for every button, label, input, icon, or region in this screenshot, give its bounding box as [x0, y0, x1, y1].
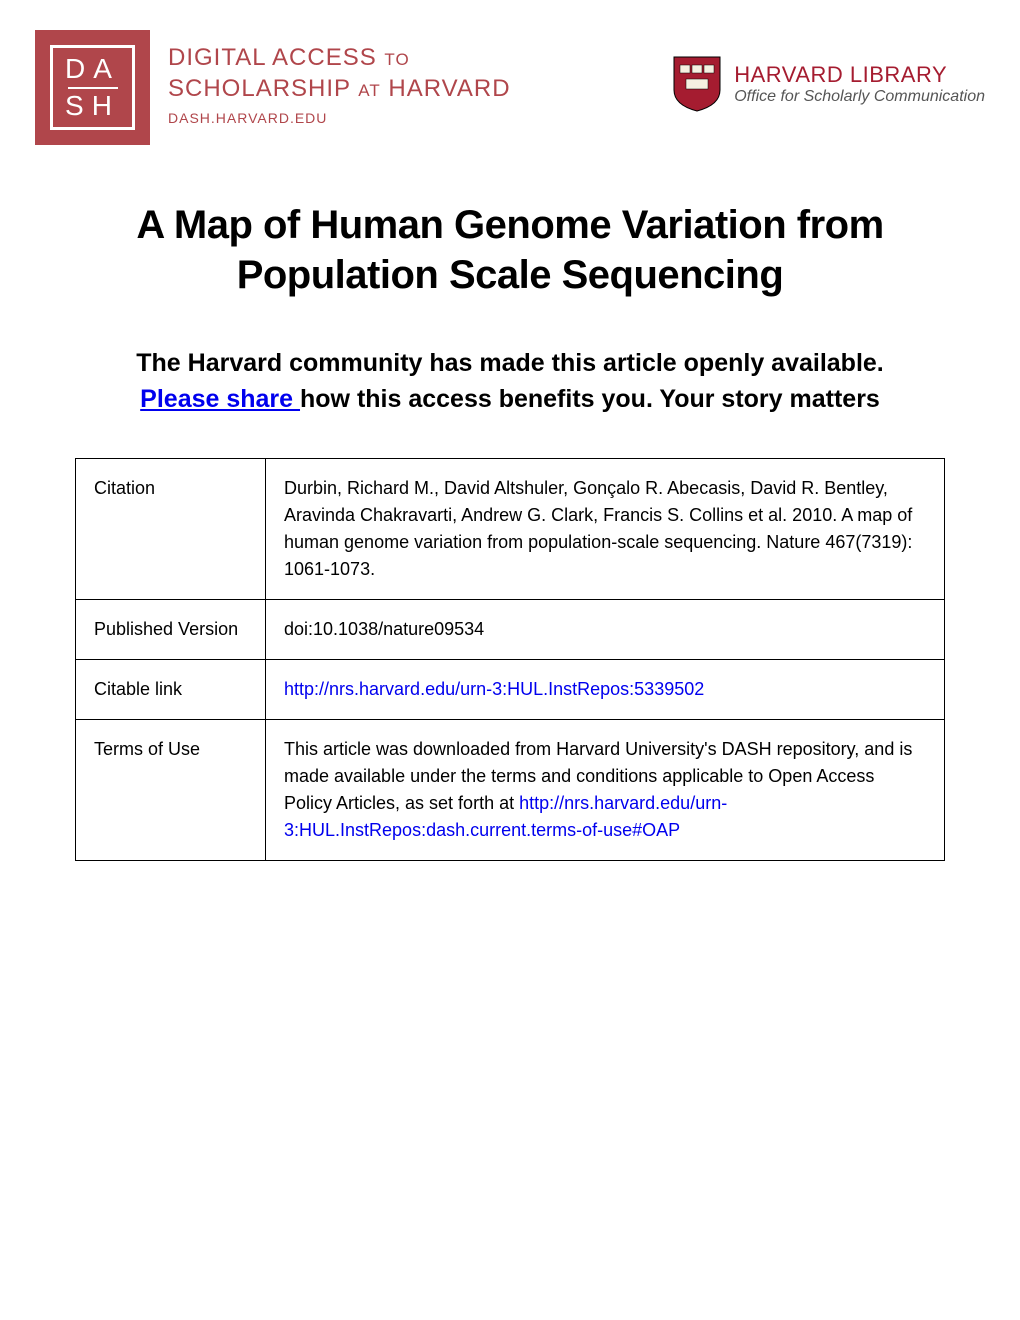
harvard-branding: HARVARD LIBRARY Office for Scholarly Com… — [672, 30, 985, 113]
dash-branding: DA SH DIGITAL ACCESS TO SCHOLARSHIP AT H… — [35, 30, 511, 145]
harvard-shield-icon — [672, 55, 722, 113]
dash-text-block: DIGITAL ACCESS TO SCHOLARSHIP AT HARVARD… — [168, 30, 511, 126]
dash-title-line2: SCHOLARSHIP AT HARVARD — [168, 73, 511, 104]
article-title: A Map of Human Genome Variation from Pop… — [35, 200, 985, 300]
terms-of-use-value: This article was downloaded from Harvard… — [266, 719, 945, 860]
table-row: Citable link http://nrs.harvard.edu/urn-… — [76, 659, 945, 719]
harvard-library-label: HARVARD LIBRARY — [734, 62, 985, 88]
harvard-text-block: HARVARD LIBRARY Office for Scholarly Com… — [734, 62, 985, 106]
table-row: Terms of Use This article was downloaded… — [76, 719, 945, 860]
availability-statement: The Harvard community has made this arti… — [35, 345, 985, 418]
dash-title-line1: DIGITAL ACCESS TO — [168, 42, 511, 73]
dash-logo-top: DA — [65, 54, 120, 85]
dash-logo-divider — [68, 87, 118, 89]
table-row: Citation Durbin, Richard M., David Altsh… — [76, 458, 945, 599]
published-version-label: Published Version — [76, 599, 266, 659]
citable-link-value: http://nrs.harvard.edu/urn-3:HUL.InstRep… — [266, 659, 945, 719]
dash-url: DASH.HARVARD.EDU — [168, 110, 511, 126]
table-row: Published Version doi:10.1038/nature0953… — [76, 599, 945, 659]
dash-logo: DA SH — [35, 30, 150, 145]
subtitle-part1: The Harvard community has made this arti… — [136, 349, 884, 377]
dash-logo-inner: DA SH — [50, 45, 135, 130]
harvard-office-label: Office for Scholarly Communication — [734, 88, 985, 106]
citation-value: Durbin, Richard M., David Altshuler, Gon… — [266, 458, 945, 599]
published-version-value: doi:10.1038/nature09534 — [266, 599, 945, 659]
terms-of-use-label: Terms of Use — [76, 719, 266, 860]
dash-logo-bottom: SH — [65, 91, 120, 122]
citable-link[interactable]: http://nrs.harvard.edu/urn-3:HUL.InstRep… — [284, 679, 704, 699]
subtitle-part2: how this access benefits you. Your story… — [300, 385, 880, 413]
please-share-link[interactable]: Please share — [140, 385, 300, 413]
citation-label: Citation — [76, 458, 266, 599]
metadata-table: Citation Durbin, Richard M., David Altsh… — [75, 458, 945, 861]
citable-link-label: Citable link — [76, 659, 266, 719]
page-header: DA SH DIGITAL ACCESS TO SCHOLARSHIP AT H… — [35, 30, 985, 145]
